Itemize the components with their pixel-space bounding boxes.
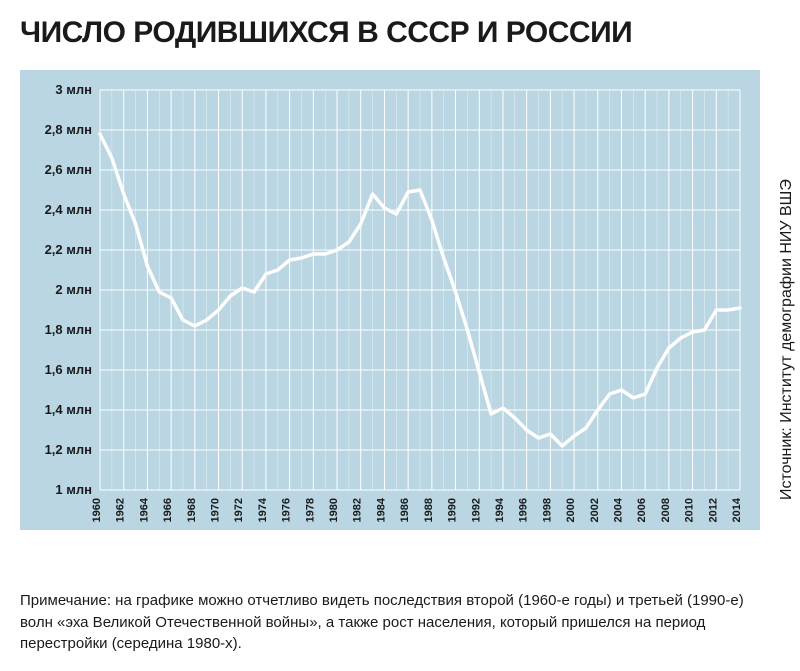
- svg-text:2 млн: 2 млн: [55, 282, 92, 297]
- svg-text:1,6 млн: 1,6 млн: [45, 362, 92, 377]
- svg-text:1970: 1970: [210, 498, 222, 522]
- svg-text:2012: 2012: [707, 498, 719, 522]
- svg-text:1994: 1994: [494, 497, 506, 522]
- births-chart: 1 млн 1,2 млн 1,4 млн 1,6 млн 1,8 млн 2 млн 2,…: [20, 70, 760, 550]
- source-text: Источник: Институт демографии НИУ ВШЭ: [777, 60, 796, 500]
- svg-text:2004: 2004: [612, 497, 624, 522]
- svg-text:1996: 1996: [518, 498, 530, 522]
- chart-title: ЧИСЛО РОДИВШИХСЯ В СССР И РОССИИ: [20, 16, 780, 50]
- footnote-text: Примечание: на графике можно отчетливо в…: [20, 590, 760, 655]
- svg-text:2008: 2008: [660, 498, 672, 522]
- svg-text:1972: 1972: [233, 498, 245, 522]
- svg-text:1 млн: 1 млн: [55, 482, 92, 497]
- svg-text:2000: 2000: [565, 498, 577, 522]
- svg-text:1988: 1988: [423, 498, 435, 522]
- svg-text:1968: 1968: [186, 498, 198, 522]
- svg-text:2006: 2006: [636, 498, 648, 522]
- svg-text:3 млн: 3 млн: [55, 82, 92, 97]
- svg-text:1984: 1984: [375, 497, 387, 522]
- svg-text:2,4 млн: 2,4 млн: [45, 202, 92, 217]
- svg-text:2,8 млн: 2,8 млн: [45, 122, 92, 137]
- svg-text:2,6 млн: 2,6 млн: [45, 162, 92, 177]
- svg-text:2010: 2010: [684, 498, 696, 522]
- svg-text:1976: 1976: [281, 498, 293, 522]
- svg-text:1964: 1964: [138, 497, 150, 522]
- svg-text:1998: 1998: [541, 498, 553, 522]
- svg-text:1,4 млн: 1,4 млн: [45, 402, 92, 417]
- svg-text:1966: 1966: [162, 498, 174, 522]
- svg-text:1992: 1992: [470, 498, 482, 522]
- svg-text:1962: 1962: [115, 498, 127, 522]
- svg-text:2014: 2014: [731, 497, 743, 522]
- svg-text:1986: 1986: [399, 498, 411, 522]
- chart-container: 1 млн 1,2 млн 1,4 млн 1,6 млн 1,8 млн 2 млн 2,…: [20, 70, 760, 550]
- svg-text:2,2 млн: 2,2 млн: [45, 242, 92, 257]
- svg-text:1978: 1978: [304, 498, 316, 522]
- svg-text:1980: 1980: [328, 498, 340, 522]
- svg-text:1,8 млн: 1,8 млн: [45, 322, 92, 337]
- svg-text:1990: 1990: [447, 498, 459, 522]
- svg-text:2002: 2002: [589, 498, 601, 522]
- svg-text:1982: 1982: [352, 498, 364, 522]
- svg-text:1960: 1960: [91, 498, 103, 522]
- svg-text:1,2 млн: 1,2 млн: [45, 442, 92, 457]
- svg-text:1974: 1974: [257, 497, 269, 522]
